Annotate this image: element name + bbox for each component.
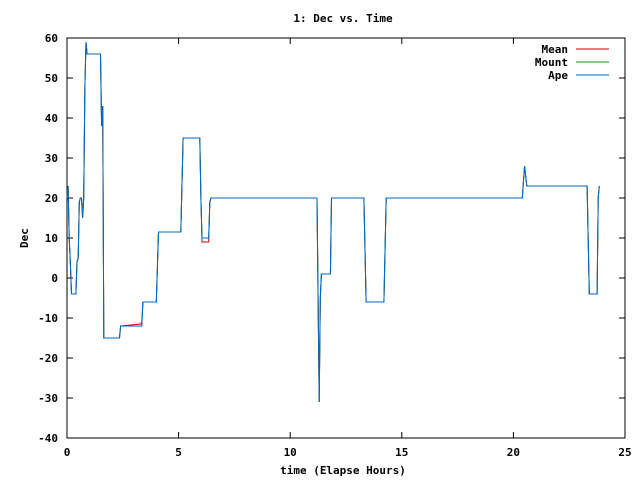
x-axis-label: time (Elapse Hours)	[280, 464, 406, 477]
y-tick-label: -30	[38, 392, 58, 405]
series-layer	[66, 41, 600, 403]
chart-title: 1: Dec vs. Time	[293, 12, 393, 25]
y-tick-label: 20	[45, 192, 58, 205]
y-tick-label: 40	[45, 112, 58, 125]
x-tick-label: 0	[64, 446, 71, 459]
y-tick-label: -40	[38, 432, 58, 445]
y-tick-label: 50	[45, 72, 58, 85]
x-tick-label: 25	[618, 446, 631, 459]
x-tick-label: 20	[507, 446, 520, 459]
series-line-ape	[66, 41, 600, 403]
y-axis-label: Dec	[18, 228, 31, 248]
y-tick-label: 10	[45, 232, 58, 245]
legend-label-mean: Mean	[542, 43, 569, 56]
legend-label-mount: Mount	[535, 56, 568, 69]
y-tick-label: 60	[45, 32, 58, 45]
y-tick-label: 0	[51, 272, 58, 285]
x-tick-label: 10	[284, 446, 297, 459]
plot-frame	[66, 37, 626, 439]
y-tick-label: 30	[45, 152, 58, 165]
y-tick-label: -20	[38, 352, 58, 365]
legend-label-ape: Ape	[548, 69, 568, 82]
plot-area	[66, 37, 626, 439]
x-tick-label: 15	[395, 446, 408, 459]
series-line-mount	[66, 41, 600, 403]
x-tick-label: 5	[175, 446, 182, 459]
axis-ticks: -40 -30 -20 -10 0 10 20 30 40 50 60 0 5 10 15 20 25	[38, 32, 632, 459]
series-line-mean	[66, 41, 600, 403]
y-tick-label: -10	[38, 312, 58, 325]
